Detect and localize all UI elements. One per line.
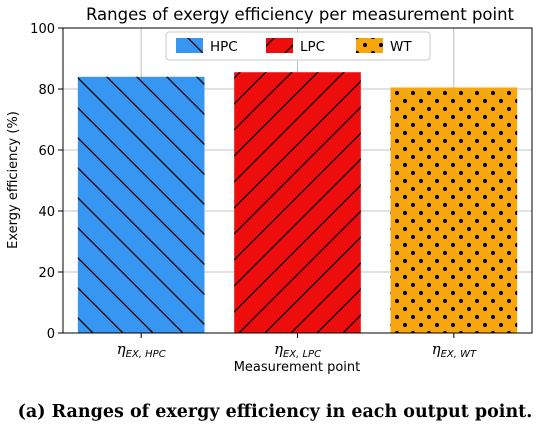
x-tick-label: ηEX, LPC [274,340,321,360]
legend-swatch-hatch [176,38,203,53]
legend-swatch-hatch [356,38,383,53]
bar-hatch [77,76,205,334]
legend-label: LPC [300,39,325,55]
bar-hpc [77,76,205,334]
legend-label: HPC [210,39,238,55]
y-tick-label: 100 [30,22,55,37]
legend: HPC LPC WT [165,31,431,61]
y-tick-label: 0 [47,327,55,342]
y-tick-label: 60 [38,144,55,159]
bar-hatch [234,72,361,333]
y-tick-label: 80 [38,83,55,98]
y-tick-label: 40 [38,205,55,220]
legend-label: WT [390,39,412,55]
y-axis-label: Exergy efficiency (%) [6,111,21,249]
bar-hatch [390,87,518,333]
bar-lpc [234,72,361,333]
chart-title: Ranges of exergy efficiency per measurem… [86,5,515,24]
bar-wt [390,87,518,333]
x-tick-label: ηEX, HPC [117,340,166,360]
legend-item-hpc: HPC [176,38,238,55]
x-tick-label: ηEX, WT [432,340,477,360]
legend-item-wt: WT [356,38,412,55]
x-axis-label: Measurement point [234,360,361,375]
figure-caption: (a) Ranges of exergy efficiency in each … [17,402,533,422]
legend-item-lpc: LPC [266,38,325,55]
y-tick-label: 20 [38,266,55,281]
legend-swatch-hatch [266,38,293,53]
